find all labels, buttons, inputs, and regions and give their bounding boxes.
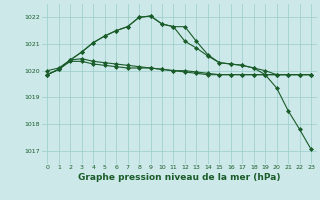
X-axis label: Graphe pression niveau de la mer (hPa): Graphe pression niveau de la mer (hPa) — [78, 173, 280, 182]
